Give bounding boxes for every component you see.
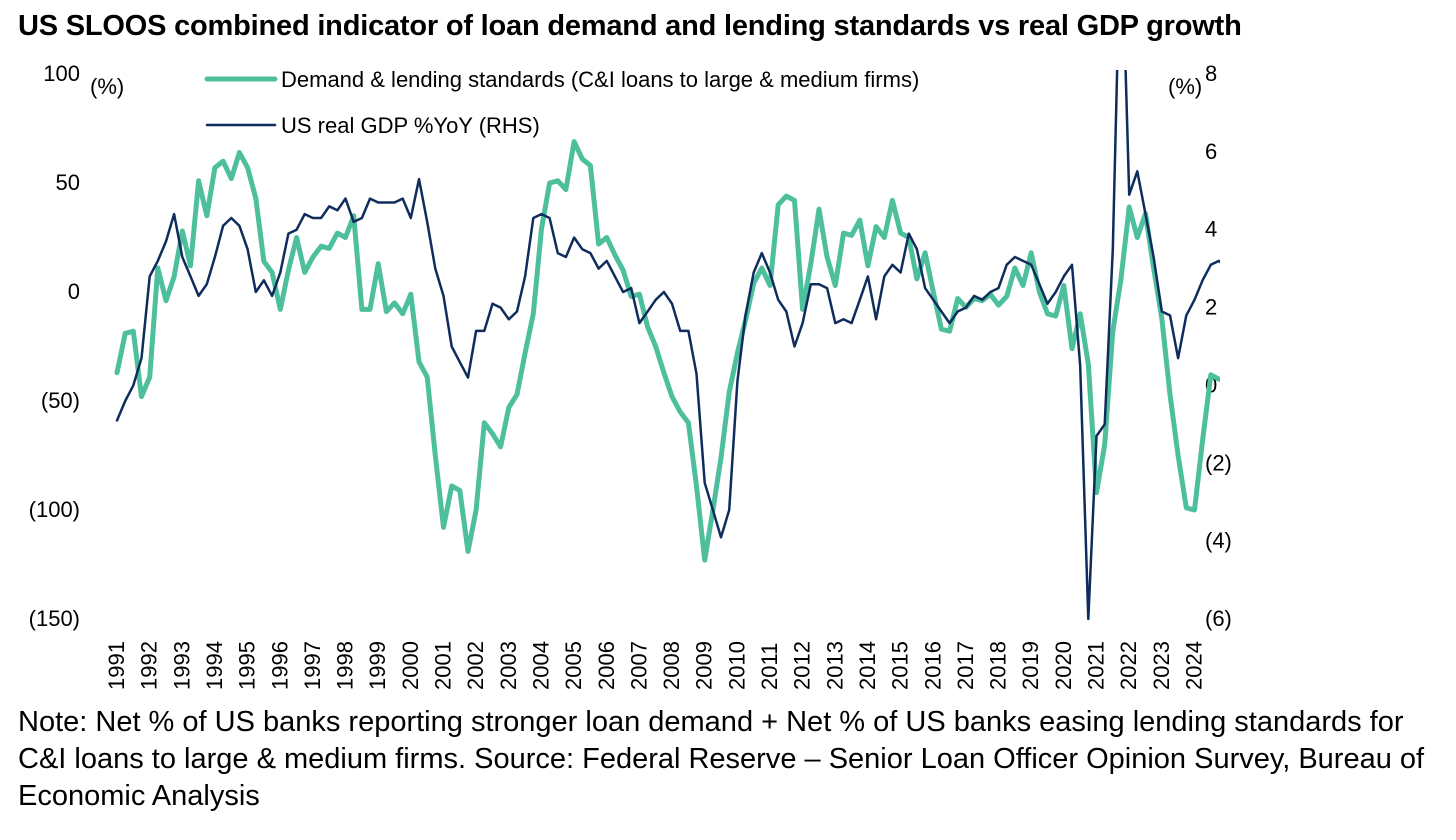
right-axis-tick-label: 6: [1205, 139, 1217, 164]
x-axis-tick-label: 2021: [1084, 641, 1109, 690]
x-axis-tick-label: 1995: [235, 641, 260, 690]
x-axis: 1991 1992 1993 1994 1995 1996 1997 1998 1999 2000…: [104, 641, 1206, 690]
left-axis-tick-label: (50): [41, 388, 80, 413]
x-axis-tick-label: 1997: [300, 641, 325, 690]
chart-svg: 100 50 0 (50) (100) (150) 8 6 4 2 0 (2) (4) (6) 1991…: [29, 61, 1232, 690]
x-axis-tick-label: 2009: [692, 641, 717, 690]
x-axis-tick-label: 2019: [1018, 641, 1043, 690]
series-layer: [114, 70, 1220, 621]
chart-title: US SLOOS combined indicator of loan dema…: [18, 10, 1242, 42]
x-axis-tick-label: 1991: [104, 641, 129, 690]
x-axis-tick-label: 1994: [202, 641, 227, 690]
x-axis-tick-label: 2017: [953, 641, 978, 690]
right-axis-tick-label: 4: [1205, 217, 1217, 242]
left-axis-tick-label: (100): [29, 497, 80, 522]
right-axis-tick-label: (6): [1205, 606, 1232, 631]
right-axis-tick-label: 2: [1205, 295, 1217, 320]
x-axis-tick-label: 2020: [1051, 641, 1076, 690]
x-axis-tick-label: 2002: [463, 641, 488, 690]
right-axis-tick-label: 8: [1205, 61, 1217, 86]
right-axis-tick-label: (4): [1205, 528, 1232, 553]
right-axis-unit: (%): [1168, 74, 1202, 99]
x-axis-tick-label: 2022: [1116, 641, 1141, 690]
x-axis-tick-label: 2023: [1149, 641, 1174, 690]
x-axis-tick-label: 2003: [496, 641, 521, 690]
x-axis-tick-label: 2005: [561, 641, 586, 690]
x-axis-tick-label: 2015: [888, 641, 913, 690]
legend: Demand & lending standards (C&I loans to…: [204, 67, 919, 138]
x-axis-tick-label: 2013: [822, 641, 847, 690]
left-axis-tick-label: 50: [56, 170, 80, 195]
chart-note: Note: Net % of US banks reporting strong…: [18, 706, 1425, 812]
x-axis-tick-label: 2010: [724, 641, 749, 690]
left-axis-tick-label: 0: [68, 279, 80, 304]
left-axis-tick-label: (150): [29, 606, 80, 631]
x-axis-tick-label: 1993: [169, 641, 194, 690]
series-line-demand: [114, 139, 1220, 563]
legend-label-demand: Demand & lending standards (C&I loans to…: [281, 67, 919, 92]
x-axis-tick-label: 2011: [757, 643, 782, 690]
left-axis: 100 50 0 (50) (100) (150): [29, 61, 80, 631]
left-axis-tick-label: 100: [43, 61, 80, 86]
legend-label-gdp: US real GDP %YoY (RHS): [281, 113, 540, 138]
right-axis-tick-label: (2): [1205, 450, 1232, 475]
left-axis-unit: (%): [90, 74, 124, 99]
x-axis-tick-label: 1992: [137, 641, 162, 690]
x-axis-tick-label: 1998: [333, 641, 358, 690]
x-axis-tick-label: 2016: [920, 641, 945, 690]
x-axis-tick-label: 2000: [398, 641, 423, 690]
x-axis-tick-label: 2006: [594, 641, 619, 690]
x-axis-tick-label: 2004: [528, 641, 553, 690]
series-line-gdp: [115, 70, 1220, 621]
x-axis-tick-label: 2001: [431, 641, 456, 690]
x-axis-tick-label: 2014: [855, 641, 880, 690]
x-axis-tick-label: 2012: [790, 641, 815, 690]
x-axis-tick-label: 2008: [659, 641, 684, 690]
x-axis-tick-label: 1996: [267, 641, 292, 690]
x-axis-tick-label: 2007: [626, 641, 651, 690]
x-axis-tick-label: 2018: [986, 641, 1011, 690]
x-axis-tick-label: 2024: [1181, 641, 1206, 690]
x-axis-tick-label: 1999: [365, 641, 390, 690]
